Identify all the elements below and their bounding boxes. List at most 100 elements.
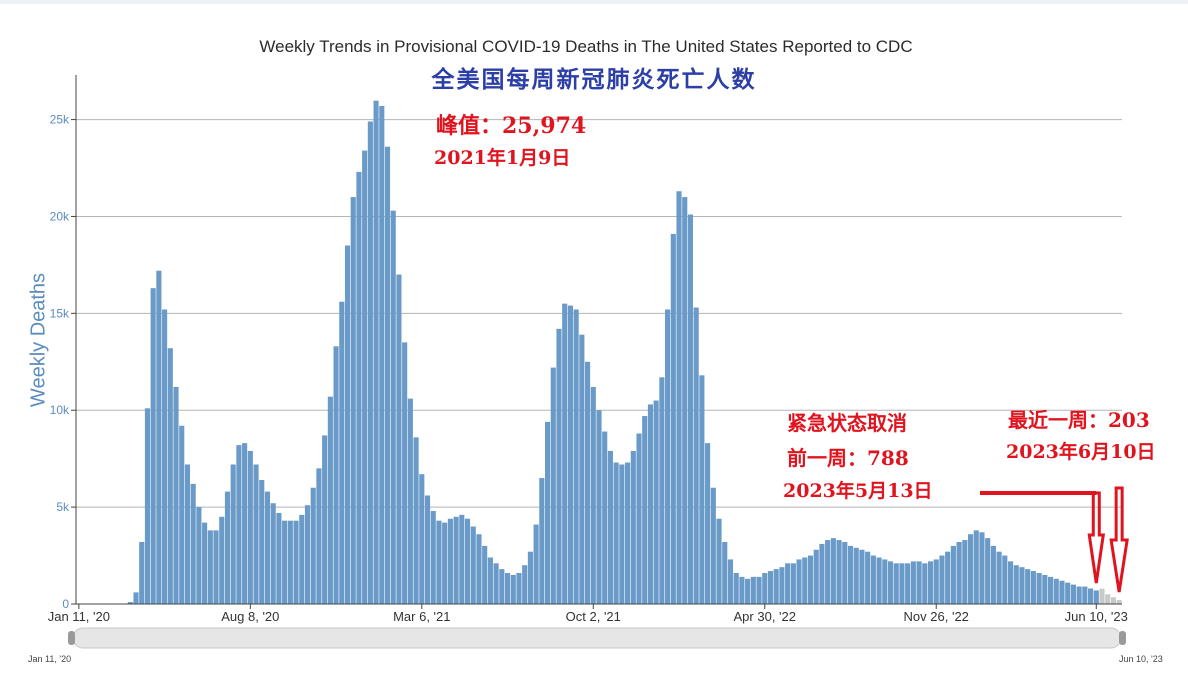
bar[interactable]: [1116, 600, 1122, 604]
bar[interactable]: [722, 541, 728, 604]
bar[interactable]: [144, 408, 151, 604]
bar[interactable]: [1088, 588, 1094, 604]
bar[interactable]: [967, 534, 974, 604]
bar[interactable]: [264, 491, 271, 604]
bar[interactable]: [350, 197, 356, 605]
bar[interactable]: [636, 433, 642, 604]
bar[interactable]: [282, 520, 288, 604]
bar[interactable]: [402, 342, 408, 604]
bar[interactable]: [847, 545, 854, 604]
bar[interactable]: [356, 171, 362, 604]
bar[interactable]: [573, 309, 579, 604]
bar[interactable]: [1036, 572, 1042, 604]
bar[interactable]: [567, 305, 573, 604]
bar[interactable]: [339, 301, 345, 604]
bar[interactable]: [253, 464, 259, 604]
bar[interactable]: [607, 450, 613, 604]
bar[interactable]: [139, 541, 145, 604]
bar[interactable]: [482, 545, 488, 604]
bar[interactable]: [442, 522, 448, 604]
bar[interactable]: [927, 561, 934, 604]
bar[interactable]: [499, 569, 505, 604]
bar[interactable]: [550, 367, 556, 604]
bar[interactable]: [493, 563, 499, 604]
bar[interactable]: [613, 462, 619, 604]
bar[interactable]: [796, 559, 802, 604]
bar[interactable]: [939, 555, 945, 604]
bar[interactable]: [230, 464, 236, 604]
bar[interactable]: [745, 578, 751, 604]
bar[interactable]: [219, 516, 225, 604]
bar[interactable]: [710, 487, 716, 604]
bar[interactable]: [887, 561, 894, 604]
bar[interactable]: [476, 534, 482, 604]
bar[interactable]: [156, 270, 162, 604]
bar[interactable]: [1030, 571, 1036, 604]
bar[interactable]: [933, 559, 939, 604]
bar[interactable]: [979, 532, 985, 604]
bar[interactable]: [224, 491, 231, 604]
bar[interactable]: [596, 410, 602, 604]
bar[interactable]: [922, 563, 928, 604]
bar[interactable]: [407, 398, 413, 604]
bar[interactable]: [207, 530, 213, 604]
bar[interactable]: [1105, 594, 1111, 604]
bar[interactable]: [687, 214, 694, 604]
bar[interactable]: [327, 396, 333, 604]
bar[interactable]: [630, 450, 636, 604]
bar[interactable]: [544, 421, 551, 604]
bar[interactable]: [1042, 574, 1048, 604]
bar[interactable]: [562, 303, 568, 604]
bar[interactable]: [693, 307, 699, 604]
bar[interactable]: [802, 557, 808, 604]
bar[interactable]: [590, 386, 596, 604]
bar[interactable]: [750, 576, 756, 604]
bar[interactable]: [1070, 584, 1076, 604]
bar[interactable]: [384, 146, 391, 604]
bar[interactable]: [522, 565, 528, 604]
bar[interactable]: [659, 377, 665, 604]
bar[interactable]: [419, 474, 425, 604]
bar[interactable]: [173, 386, 179, 604]
bar[interactable]: [733, 572, 739, 604]
bar[interactable]: [516, 572, 522, 604]
bar[interactable]: [950, 545, 956, 604]
bar[interactable]: [653, 400, 659, 604]
bar[interactable]: [773, 569, 779, 604]
bar[interactable]: [453, 516, 459, 604]
bar[interactable]: [602, 431, 608, 604]
bar[interactable]: [1076, 586, 1082, 604]
bar[interactable]: [1082, 586, 1088, 604]
bar[interactable]: [910, 561, 916, 604]
bar[interactable]: [190, 483, 196, 604]
bar[interactable]: [430, 510, 436, 604]
bar[interactable]: [665, 309, 671, 604]
bar[interactable]: [310, 487, 316, 604]
bar[interactable]: [316, 468, 322, 604]
bar[interactable]: [985, 538, 991, 604]
bar[interactable]: [1053, 578, 1059, 604]
bar[interactable]: [167, 348, 173, 604]
bar[interactable]: [213, 530, 219, 604]
bar[interactable]: [882, 559, 888, 604]
bar[interactable]: [1007, 561, 1014, 604]
bar[interactable]: [527, 551, 533, 604]
bar[interactable]: [150, 288, 156, 604]
bar[interactable]: [270, 503, 276, 604]
bar[interactable]: [705, 443, 711, 604]
bar[interactable]: [956, 541, 962, 604]
bar[interactable]: [1013, 565, 1019, 604]
bar[interactable]: [299, 514, 305, 604]
bar[interactable]: [893, 563, 899, 604]
bar[interactable]: [739, 576, 745, 604]
bar[interactable]: [830, 538, 836, 604]
bar[interactable]: [464, 518, 471, 604]
bar[interactable]: [487, 557, 493, 604]
bar[interactable]: [1047, 576, 1054, 604]
bar[interactable]: [1019, 567, 1025, 604]
bar[interactable]: [539, 478, 545, 604]
bar[interactable]: [945, 551, 951, 604]
bar[interactable]: [842, 541, 848, 604]
bar[interactable]: [510, 574, 516, 604]
bar[interactable]: [1065, 582, 1071, 604]
